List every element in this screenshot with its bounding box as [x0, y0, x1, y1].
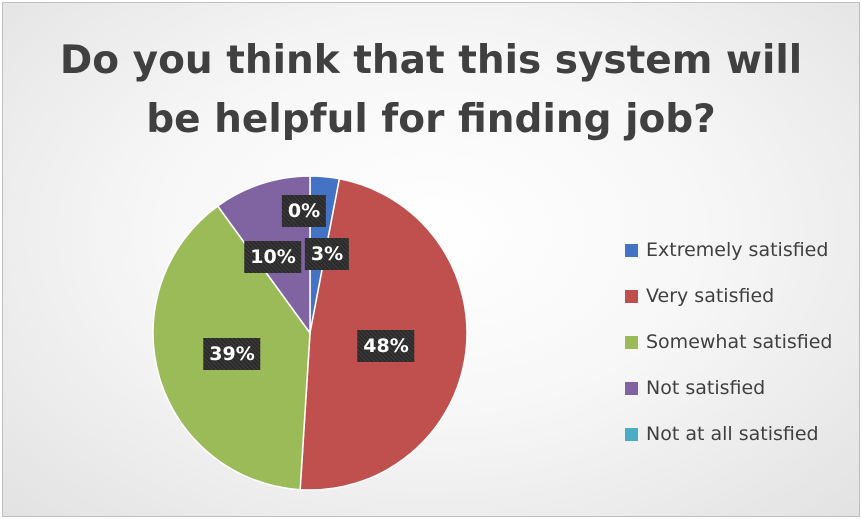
chart-title-line-1: Do you think that this system will — [59, 38, 803, 83]
legend-swatch — [625, 243, 638, 257]
legend-swatch — [625, 289, 638, 303]
data-label-very-satisfied: 48% — [357, 330, 415, 362]
legend-swatch — [625, 335, 638, 349]
chart-title: Do you think that this system will be he… — [3, 31, 859, 149]
data-label-not-satisfied: 10% — [244, 241, 302, 273]
data-label-extremely-satisfied: 3% — [304, 238, 350, 270]
legend-label: Not satisfied — [646, 377, 766, 399]
legend-label: Extremely satisfied — [646, 239, 829, 261]
data-label-not-at-all-satisfied: 0% — [281, 195, 327, 227]
legend-label: Not at all satisfied — [646, 423, 819, 445]
chart-title-line-2: be helpful for finding job? — [146, 97, 716, 142]
legend-item-very-satisfied: Very satisfied — [625, 273, 832, 319]
legend-item-not-at-all-satisfied: Not at all satisfied — [625, 411, 832, 457]
legend: Extremely satisfied Very satisfied Somew… — [625, 227, 832, 457]
legend-swatch — [625, 427, 638, 441]
legend-swatch — [625, 381, 638, 395]
legend-label: Very satisfied — [646, 285, 775, 307]
legend-item-extremely-satisfied: Extremely satisfied — [625, 227, 832, 273]
legend-label: Somewhat satisfied — [646, 331, 833, 353]
legend-item-somewhat-satisfied: Somewhat satisfied — [625, 319, 832, 365]
legend-item-not-satisfied: Not satisfied — [625, 365, 832, 411]
data-label-somewhat-satisfied: 39% — [203, 338, 261, 370]
